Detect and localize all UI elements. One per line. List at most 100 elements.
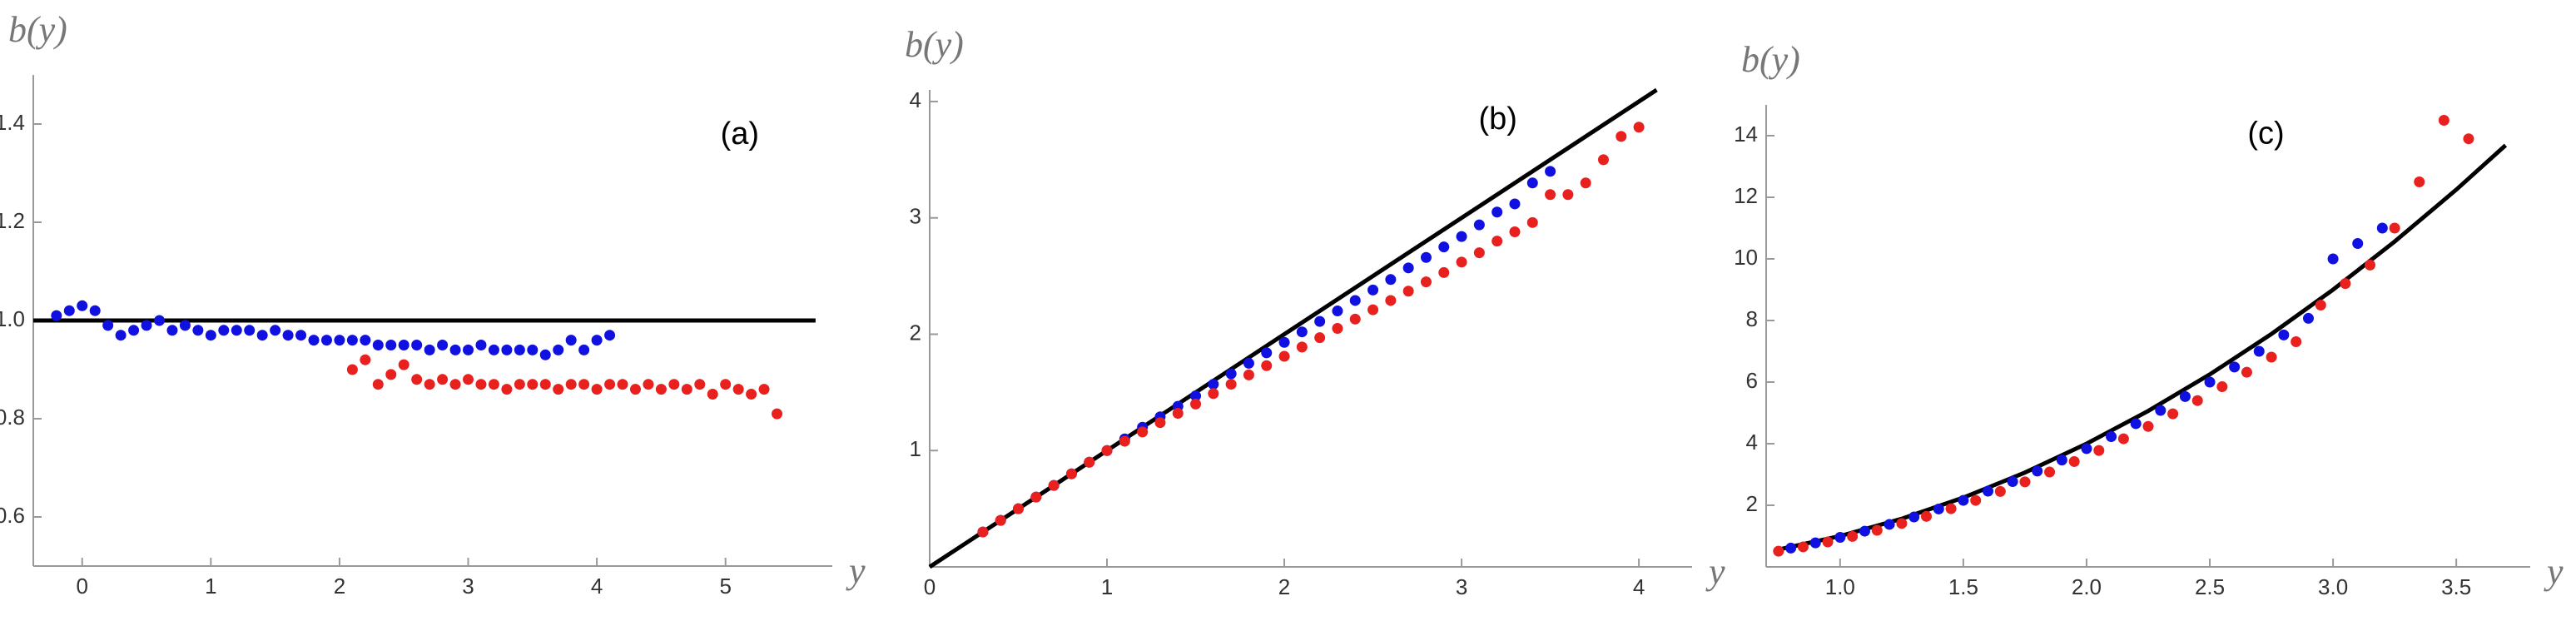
point	[1773, 545, 1784, 557]
point	[1809, 537, 1821, 549]
point	[1456, 231, 1467, 242]
x-tick-label: 4	[591, 574, 603, 599]
point	[141, 320, 152, 331]
x-axis-label: y	[2544, 551, 2564, 592]
point	[1526, 177, 1538, 189]
point	[629, 384, 641, 395]
point	[1243, 369, 1254, 380]
y-axis-label: b(y)	[8, 9, 67, 50]
x-axis-label: y	[846, 550, 866, 591]
point	[1119, 435, 1130, 447]
point	[643, 379, 654, 390]
point	[1190, 398, 1202, 410]
point	[1349, 313, 1361, 325]
point	[411, 374, 423, 385]
point	[1261, 360, 1273, 371]
point	[1030, 491, 1042, 503]
point	[2155, 405, 2167, 416]
point	[1562, 189, 1574, 201]
point	[1048, 479, 1060, 491]
point	[527, 379, 539, 390]
point	[1172, 408, 1184, 420]
point	[1473, 247, 1485, 259]
point	[1847, 530, 1859, 542]
point	[2130, 418, 2142, 430]
point	[1545, 166, 1556, 177]
point	[1190, 390, 1202, 402]
point	[437, 374, 449, 385]
point	[732, 384, 744, 395]
point	[707, 389, 718, 400]
point	[539, 349, 551, 360]
point	[244, 325, 256, 336]
point	[2315, 300, 2326, 310]
point	[153, 315, 165, 326]
point	[565, 335, 577, 346]
point	[2093, 445, 2105, 456]
point	[360, 335, 371, 346]
point	[1261, 347, 1273, 359]
y-axis-label: b(y)	[1741, 39, 1800, 80]
point	[2352, 238, 2364, 249]
point	[977, 526, 989, 538]
point	[2414, 176, 2425, 187]
point	[1013, 503, 1025, 514]
point	[1491, 236, 1503, 247]
point	[2291, 336, 2302, 348]
point	[2253, 345, 2265, 357]
point	[1970, 494, 1982, 506]
point	[2167, 408, 2179, 420]
panel-label: (c)	[2247, 117, 2284, 152]
point	[385, 340, 397, 350]
point	[1278, 336, 1290, 348]
point	[995, 514, 1006, 526]
point	[63, 305, 75, 316]
point	[231, 325, 242, 336]
x-tick-label: 3.0	[2318, 574, 2348, 599]
x-tick-label: 3	[1456, 574, 1467, 599]
point	[694, 379, 706, 390]
point	[2032, 465, 2043, 477]
point	[1983, 485, 1994, 497]
point	[1616, 131, 1627, 142]
point	[398, 340, 409, 350]
point	[1797, 541, 1809, 553]
point	[346, 364, 358, 375]
point	[2278, 329, 2290, 340]
y-tick-label: 1.0	[0, 306, 25, 331]
point	[2376, 222, 2388, 234]
point	[2106, 430, 2117, 442]
y-tick-label: 10	[1734, 245, 1758, 270]
point	[1958, 494, 1969, 506]
point	[1385, 274, 1397, 286]
y-tick-label: 1.4	[0, 110, 25, 135]
point	[720, 379, 732, 390]
point	[218, 325, 230, 336]
point	[2389, 222, 2400, 234]
point	[2438, 115, 2449, 126]
y-tick-label: 1	[910, 436, 921, 461]
point	[270, 325, 281, 336]
point	[514, 379, 525, 390]
y-tick-label: 4	[910, 87, 921, 112]
x-tick-label: 0	[924, 574, 936, 599]
point	[282, 330, 294, 341]
point	[1154, 417, 1166, 429]
point	[51, 310, 62, 321]
point	[1101, 445, 1113, 456]
point	[2044, 466, 2056, 478]
point	[128, 325, 140, 336]
y-tick-label: 2	[1746, 491, 1758, 516]
y-tick-label: 0.8	[0, 405, 25, 430]
point	[1367, 284, 1379, 296]
point	[2007, 476, 2018, 488]
point	[1278, 350, 1290, 362]
point	[1526, 216, 1538, 228]
point	[166, 325, 178, 336]
point	[1491, 206, 1503, 218]
point	[2302, 312, 2314, 324]
point	[372, 379, 384, 390]
point	[2117, 433, 2129, 445]
point	[501, 384, 513, 395]
point	[449, 379, 461, 390]
